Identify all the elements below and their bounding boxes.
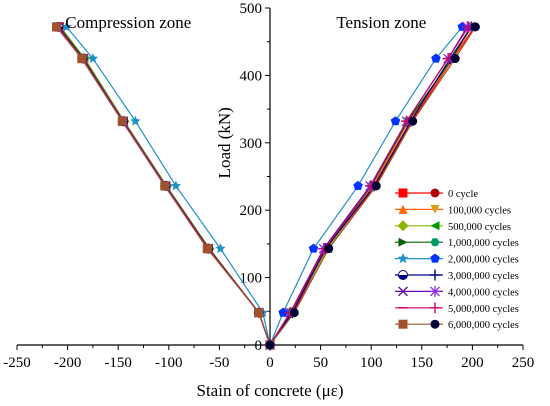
data-point <box>265 340 275 350</box>
x-tick-label: 50 <box>313 355 328 371</box>
legend-marker <box>429 269 441 281</box>
series-1 <box>55 22 479 350</box>
data-point <box>324 244 334 254</box>
series-2 <box>55 22 476 350</box>
legend-marker <box>398 286 408 297</box>
data-point <box>130 115 141 126</box>
y-tick-label: 0 <box>255 338 263 354</box>
legend-marker <box>398 319 408 329</box>
legend-label: 3,000,000 cycles <box>448 271 519 282</box>
legend-entry: 100,000 cycles <box>395 204 511 216</box>
data-point <box>87 53 99 63</box>
y-tick-label: 200 <box>240 203 263 219</box>
series-4 <box>55 22 475 350</box>
legend-label: 6,000,000 cycles <box>448 320 519 331</box>
y-tick-label: 100 <box>240 271 263 287</box>
data-point <box>408 116 418 126</box>
data-point <box>170 180 182 191</box>
series-7 <box>53 21 473 351</box>
x-tick-label: -200 <box>54 355 82 371</box>
legend-entry: 5,000,000 cycles <box>395 302 519 315</box>
series-5 <box>61 21 468 350</box>
x-tick-label: 100 <box>360 355 383 371</box>
x-tick-label: 150 <box>411 355 434 371</box>
legend-entry: 6,000,000 cycles <box>395 319 519 331</box>
x-tick-label: -50 <box>209 355 229 371</box>
legend-entry: 4,000,000 cycles <box>395 285 519 298</box>
legend-marker <box>430 253 440 263</box>
data-point <box>289 308 299 318</box>
legend-marker <box>430 188 440 198</box>
x-tick-label: -150 <box>104 355 132 371</box>
y-tick-label: 400 <box>240 68 263 84</box>
data-point <box>160 181 170 191</box>
x-tick-label: 250 <box>512 355 535 371</box>
y-axis-title: Load (kN) <box>215 107 234 178</box>
x-tick-label: -100 <box>155 355 183 371</box>
legend-entry: 0 cycle <box>395 188 478 200</box>
x-tick-label: 0 <box>266 355 274 371</box>
legend-entry: 3,000,000 cycles <box>395 269 519 282</box>
legend-label: 0 cycle <box>448 189 478 200</box>
legend-marker <box>430 319 440 329</box>
legend-label: 1,000,000 cycles <box>448 238 519 249</box>
legend-marker <box>397 253 409 264</box>
series-6 <box>53 21 477 351</box>
data-point <box>450 54 460 64</box>
labels: Compression zone Tension zone Stain of c… <box>65 13 426 400</box>
tension-zone-label: Tension zone <box>336 13 426 32</box>
legend-label: 500,000 cycles <box>448 222 511 233</box>
series-lines <box>51 21 480 351</box>
legend-marker <box>398 270 408 280</box>
data-point <box>51 22 61 32</box>
legend-label: 4,000,000 cycles <box>448 287 519 298</box>
legend-marker <box>429 285 441 297</box>
legend-marker <box>430 204 440 214</box>
legend-label: 5,000,000 cycles <box>448 304 519 315</box>
data-point <box>61 21 72 32</box>
x-tick-label: 200 <box>461 355 484 371</box>
series-8 <box>52 21 474 351</box>
x-tick-label: -250 <box>3 355 31 371</box>
y-tick-label: 300 <box>240 136 263 152</box>
legend-marker <box>430 238 440 247</box>
data-point <box>215 243 226 254</box>
data-point <box>202 244 212 254</box>
data-point <box>278 307 288 317</box>
legend-marker <box>398 188 408 198</box>
compression-zone-label: Compression zone <box>65 13 191 32</box>
x-axis-title: Stain of concrete (με) <box>197 381 344 400</box>
data-point <box>77 54 87 64</box>
legend: 0 cycle 100,000 cycles 500,000 cycles 1,000… <box>395 188 519 331</box>
legend-entry: 1,000,000 cycles <box>395 237 519 249</box>
legend-label: 100,000 cycles <box>448 205 511 216</box>
legend-marker <box>398 204 408 214</box>
data-point <box>431 53 441 63</box>
data-point <box>308 243 319 253</box>
legend-marker <box>429 302 441 314</box>
legend-marker <box>430 221 440 231</box>
data-point <box>353 180 363 190</box>
legend-entry: 500,000 cycles <box>395 220 511 233</box>
series-3 <box>55 21 475 351</box>
legend-marker <box>398 237 408 247</box>
y-tick-label: 500 <box>240 1 263 17</box>
legend-entry: 2,000,000 cycles <box>395 253 519 266</box>
series-9 <box>51 22 480 350</box>
data-point <box>390 116 401 126</box>
data-point <box>470 22 480 32</box>
legend-marker <box>397 220 409 232</box>
axes: -250 -200 -150 -100 -50 0 50 100 150 200 250 0 100 20… <box>3 1 534 371</box>
data-point <box>371 181 381 191</box>
data-point <box>254 308 264 318</box>
data-point <box>117 116 127 126</box>
legend-label: 2,000,000 cycles <box>448 255 519 266</box>
